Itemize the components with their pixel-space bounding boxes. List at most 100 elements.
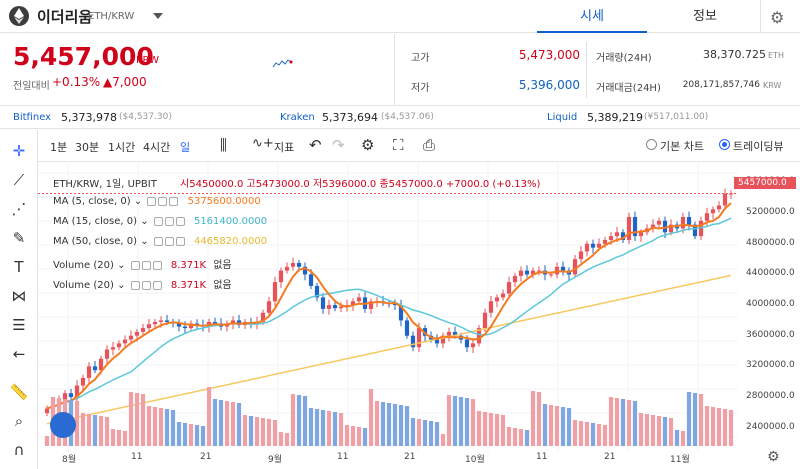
indicator-button[interactable]: 지표 bbox=[274, 141, 295, 154]
candle-body bbox=[398, 305, 404, 321]
chart-settings-icon[interactable]: ⚙ bbox=[767, 449, 780, 465]
volume-bar bbox=[338, 413, 344, 446]
fullscreen-icon[interactable]: ⛶ bbox=[393, 136, 404, 154]
volume-bar bbox=[74, 401, 80, 446]
interval-4h[interactable]: 4시간 bbox=[143, 141, 171, 154]
candle-type-icon[interactable]: ⫼ bbox=[220, 136, 227, 154]
legend-ma15-label[interactable]: MA (15, close, 0) bbox=[53, 216, 138, 227]
redo-icon[interactable]: ↷ bbox=[332, 136, 345, 154]
exchange-name[interactable]: Kraken bbox=[280, 112, 315, 123]
ma15-line bbox=[46, 217, 732, 410]
candle-body bbox=[272, 282, 278, 302]
candle-body bbox=[278, 270, 284, 283]
tab-info[interactable]: 정보 bbox=[693, 9, 717, 24]
volume-bar bbox=[368, 389, 374, 446]
interval-1h[interactable]: 1시간 bbox=[108, 141, 136, 154]
trendline-icon[interactable]: ⟋ bbox=[13, 171, 25, 189]
volume-bar bbox=[692, 393, 698, 446]
volume-value: 38,370.725 bbox=[703, 48, 766, 61]
fib-icon[interactable]: ⋰ bbox=[11, 200, 27, 218]
basic-chart-label[interactable]: 기본 차트 bbox=[660, 140, 704, 153]
volume-bar bbox=[518, 429, 524, 446]
candle-body bbox=[560, 266, 566, 271]
camera-icon[interactable]: ⎙ bbox=[423, 136, 436, 154]
candle-body bbox=[686, 216, 692, 225]
legend-vol1-label[interactable]: Volume (20) bbox=[53, 260, 114, 271]
volume-bar bbox=[530, 391, 536, 446]
volume-bar bbox=[464, 398, 470, 446]
volume-bar bbox=[320, 410, 326, 446]
exchange-jpy: (¥517,011.00) bbox=[644, 112, 709, 122]
volume-bar bbox=[278, 432, 284, 446]
text-icon[interactable]: T bbox=[14, 258, 24, 276]
volume-bar bbox=[500, 415, 506, 446]
candle-body bbox=[332, 305, 338, 309]
volume-bar bbox=[152, 407, 158, 446]
x-tick-label: 11 bbox=[337, 452, 349, 462]
volume-bar bbox=[578, 421, 584, 446]
back-arrow-icon[interactable]: ← bbox=[12, 345, 26, 363]
ruler-lines-icon[interactable]: ☰ bbox=[12, 316, 26, 334]
volume-bar bbox=[104, 417, 110, 446]
legend-vol2-label[interactable]: Volume (20) bbox=[53, 280, 114, 291]
volume-bar bbox=[722, 409, 728, 446]
legend-ohlc: 시5450000.0 고5473000.0 저5396000.0 종545700… bbox=[180, 179, 541, 190]
volume-bar bbox=[716, 408, 722, 446]
ma5-line bbox=[46, 202, 732, 410]
volume-bar bbox=[566, 408, 572, 446]
zoom-icon[interactable]: ⌕ bbox=[14, 412, 24, 430]
volume-bar bbox=[314, 409, 320, 446]
settings-icon[interactable]: ⚙ bbox=[361, 136, 375, 154]
tradingview-label[interactable]: 트레이딩뷰 bbox=[733, 140, 784, 153]
candle-body bbox=[506, 282, 512, 294]
candle-body bbox=[410, 335, 416, 348]
candle-body bbox=[494, 297, 500, 302]
volume-bar bbox=[686, 392, 692, 446]
change-rate: +0.13% bbox=[52, 75, 101, 89]
legend-ma5: MA (5, close, 0) ⌄ 5375600.0000 bbox=[53, 196, 261, 207]
volume-bar bbox=[128, 392, 134, 446]
candle-body bbox=[638, 232, 644, 237]
legend-symbol[interactable]: ETH/KRW, 1일, UPBIT bbox=[53, 179, 157, 190]
interval-day[interactable]: 일 bbox=[180, 141, 191, 154]
radio-basic-chart[interactable] bbox=[646, 139, 657, 150]
crosshair-icon[interactable]: ✛ bbox=[12, 142, 26, 160]
measure-icon[interactable]: 📏 bbox=[9, 383, 29, 401]
exchange-name[interactable]: Liquid bbox=[547, 112, 578, 123]
interval-30m[interactable]: 30분 bbox=[75, 141, 100, 154]
legend-vol2-value: 8.371K bbox=[170, 280, 207, 291]
price-chart[interactable] bbox=[38, 163, 800, 469]
legend-ma5-label[interactable]: MA (5, close, 0) bbox=[53, 196, 131, 207]
volume-bar bbox=[326, 411, 332, 446]
candle-body bbox=[212, 321, 218, 324]
volume-bar bbox=[674, 430, 680, 446]
gear-icon[interactable]: ⚙ bbox=[770, 8, 785, 27]
volume-bar bbox=[146, 406, 152, 446]
volume-bar bbox=[482, 412, 488, 446]
pattern-icon[interactable]: ⋈ bbox=[11, 287, 27, 305]
magnet-icon[interactable]: ∩ bbox=[13, 441, 25, 459]
brush-icon[interactable]: ✎ bbox=[12, 229, 26, 247]
exchange-name[interactable]: Bitfinex bbox=[13, 112, 52, 123]
top-bar: 이더리움 ETH/KRW 시세 정보 ⚙ bbox=[0, 0, 800, 33]
volume-bar bbox=[536, 392, 542, 446]
candle-body bbox=[632, 216, 638, 237]
volume-bar bbox=[236, 403, 242, 446]
candle-body bbox=[464, 339, 470, 348]
candle-body bbox=[476, 328, 482, 344]
radio-tradingview[interactable] bbox=[719, 139, 730, 150]
candle-body bbox=[710, 209, 716, 214]
volume-bar bbox=[638, 413, 644, 446]
tab-sise[interactable]: 시세 bbox=[537, 0, 647, 33]
undo-icon[interactable]: ↶ bbox=[309, 136, 322, 154]
chevron-down-icon[interactable] bbox=[153, 13, 163, 19]
candle-body bbox=[236, 320, 242, 326]
indicator-icon[interactable]: ∿+ bbox=[252, 136, 274, 151]
legend-vol1-na: 없음 bbox=[213, 260, 232, 271]
tradingview-logo-icon[interactable] bbox=[50, 412, 76, 438]
candle-body bbox=[578, 251, 584, 260]
interval-1m[interactable]: 1분 bbox=[50, 141, 68, 154]
legend-ma50-label[interactable]: MA (50, close, 0) bbox=[53, 236, 138, 247]
candle-body bbox=[176, 323, 182, 327]
candle-body bbox=[728, 193, 734, 195]
